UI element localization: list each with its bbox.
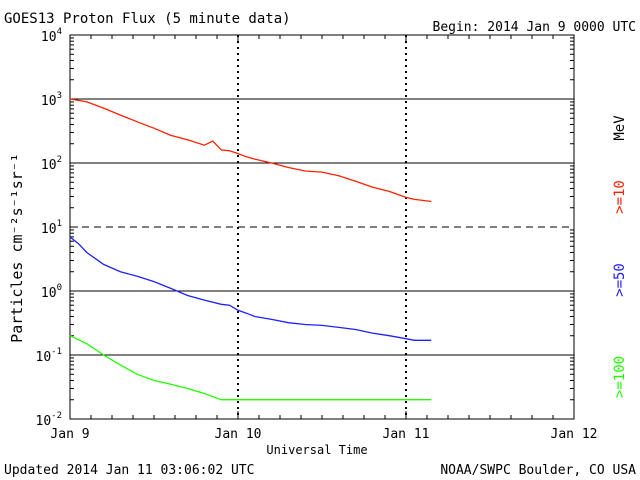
x-tick-label-3: Jan 12 [551, 427, 598, 442]
x-tick-label-1: Jan 10 [215, 427, 262, 442]
x-tick-label-0: Jan 9 [50, 427, 89, 442]
legend-unit: MeV [612, 115, 628, 141]
series-line-0 [69, 98, 432, 203]
footer-updated: Updated 2014 Jan 11 03:06:02 UTC [4, 463, 254, 478]
y-tick-label-2: 100 [41, 283, 62, 301]
plot-area: Jan 9 Jan 10 Jan 11 Jan 12 10-2 10-1 100 101 102… [36, 27, 629, 442]
legend-entry-0: >=10 [612, 180, 628, 214]
begin-label: Begin: 2014 Jan 9 0000 UTC [433, 20, 637, 35]
chart-title: GOES13 Proton Flux (5 minute data) [4, 11, 291, 27]
y-tick-label-4: 102 [41, 155, 62, 173]
y-tick-label-5: 103 [41, 91, 62, 109]
y-tick-label-3: 101 [41, 219, 62, 237]
legend-entry-1: >=50 [612, 263, 628, 297]
footer-source: NOAA/SWPC Boulder, CO USA [440, 463, 636, 478]
legend-entry-2: >=100 [612, 356, 628, 398]
x-axis-title: Universal Time [266, 443, 367, 457]
y-tick-label-6: 104 [41, 27, 62, 45]
y-tick-label-0: 10-2 [36, 411, 63, 429]
series-line-2 [69, 335, 432, 401]
x-tick-label-2: Jan 11 [383, 427, 430, 442]
series-line-1 [69, 236, 432, 341]
y-axis-title: Particles cm⁻²s⁻¹sr⁻¹ [8, 153, 26, 343]
y-tick-label-1: 10-1 [36, 347, 63, 365]
